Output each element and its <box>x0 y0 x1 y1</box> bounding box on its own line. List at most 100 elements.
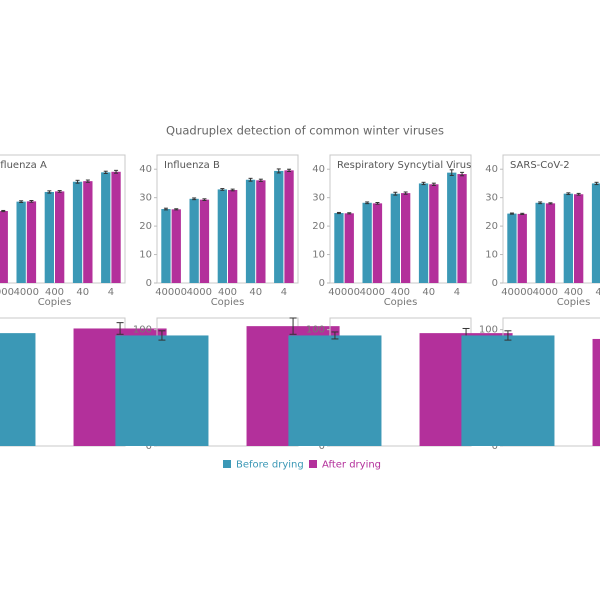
bar <box>390 193 400 283</box>
y-tick-label: 100 <box>133 325 152 336</box>
error-bar <box>248 177 253 182</box>
error-bar <box>538 201 543 205</box>
x-axis-label: Copies <box>384 297 418 308</box>
y-tick-label: 0 <box>319 441 325 452</box>
error-bar <box>504 330 512 341</box>
x-tick-label: 4 <box>108 287 114 298</box>
error-bar <box>509 212 514 215</box>
bar <box>171 209 181 283</box>
x-tick-label: 40000 <box>328 287 360 298</box>
error-bar <box>460 171 465 177</box>
panel-frame <box>502 154 600 284</box>
bar <box>101 172 111 283</box>
error-bar <box>1 209 6 213</box>
chart-title: Quadruplex detection of common winter vi… <box>166 124 444 138</box>
bar <box>189 198 199 283</box>
legend-label: After drying <box>322 460 381 471</box>
bar <box>55 191 65 283</box>
x-tick-label: 400 <box>45 287 64 298</box>
y-tick-label: 100 <box>306 325 325 336</box>
y-tick-label: 0 <box>146 441 152 452</box>
x-axis-label: Copies <box>557 297 591 308</box>
bar <box>199 199 210 283</box>
bar <box>517 213 527 283</box>
x-tick-label: 400 <box>564 287 583 298</box>
error-bar <box>29 200 34 203</box>
x-tick-label: 4000 <box>360 287 385 298</box>
error-bar <box>375 202 380 205</box>
panel-title: SARS-CoV-2 <box>510 160 570 171</box>
bar <box>44 191 54 283</box>
bar <box>245 179 256 283</box>
bar <box>401 193 411 283</box>
error-bar <box>548 202 553 205</box>
bar <box>16 201 26 283</box>
panel-frame <box>156 154 299 284</box>
y-tick-label: 0 <box>492 441 498 452</box>
error-bar <box>116 322 124 335</box>
error-bar <box>114 169 119 174</box>
bar <box>161 209 171 283</box>
error-bar <box>174 208 179 211</box>
legend-swatch <box>223 460 231 468</box>
error-bar <box>258 178 263 182</box>
x-axis-label: Copies <box>38 297 72 308</box>
y-tick-label: 30 <box>139 193 152 204</box>
legend-label: Before drying <box>236 460 304 471</box>
bar <box>111 171 121 283</box>
bar <box>457 174 467 283</box>
bar <box>0 211 8 283</box>
legend-swatch <box>309 460 317 468</box>
y-tick-label: 10 <box>312 250 325 261</box>
y-tick-label: 10 <box>485 250 498 261</box>
bar <box>507 213 517 283</box>
error-bar <box>289 317 297 335</box>
error-bar <box>403 191 408 195</box>
x-tick-label: 400 <box>391 287 410 298</box>
panel-title: Influenza B <box>164 160 220 171</box>
bar <box>217 189 227 283</box>
x-tick-label: 4000 <box>533 287 558 298</box>
error-bar <box>365 201 370 205</box>
x-tick-label: 40 <box>422 287 435 298</box>
panel-frame <box>0 154 126 284</box>
bar <box>0 333 36 446</box>
panel-title: Respiratory Syncytial Virus <box>337 160 471 171</box>
y-tick-label: 40 <box>139 164 152 175</box>
y-tick-label: 20 <box>139 221 152 232</box>
error-bar <box>336 211 341 215</box>
error-bar <box>202 198 207 202</box>
error-bar <box>230 188 235 192</box>
y-tick-label: 40 <box>485 164 498 175</box>
bar <box>288 335 382 446</box>
error-bar <box>594 181 599 186</box>
y-tick-label: 20 <box>485 221 498 232</box>
x-tick-label: 40 <box>595 287 600 298</box>
x-tick-label: 4000 <box>187 287 212 298</box>
error-bar <box>449 169 454 176</box>
error-bar <box>331 331 339 340</box>
x-tick-label: 40 <box>249 287 262 298</box>
x-axis-label: Copies <box>211 297 245 308</box>
bar <box>83 181 93 283</box>
panel-frame <box>329 154 472 284</box>
error-bar <box>57 190 62 193</box>
error-bar <box>576 192 581 196</box>
error-bar <box>85 179 90 183</box>
bar <box>418 183 429 283</box>
error-bar <box>520 212 525 215</box>
bar <box>344 213 354 283</box>
error-bar <box>47 190 52 194</box>
x-tick-label: 40 <box>76 287 89 298</box>
error-bar <box>421 181 426 186</box>
x-tick-label: 40000 <box>155 287 187 298</box>
bar <box>228 189 238 283</box>
bar <box>461 335 555 446</box>
y-tick-label: 10 <box>139 250 152 261</box>
bar <box>563 193 573 283</box>
bar <box>447 172 457 283</box>
error-bar <box>19 200 24 204</box>
x-tick-label: 400 <box>218 287 237 298</box>
error-bar <box>103 170 108 174</box>
